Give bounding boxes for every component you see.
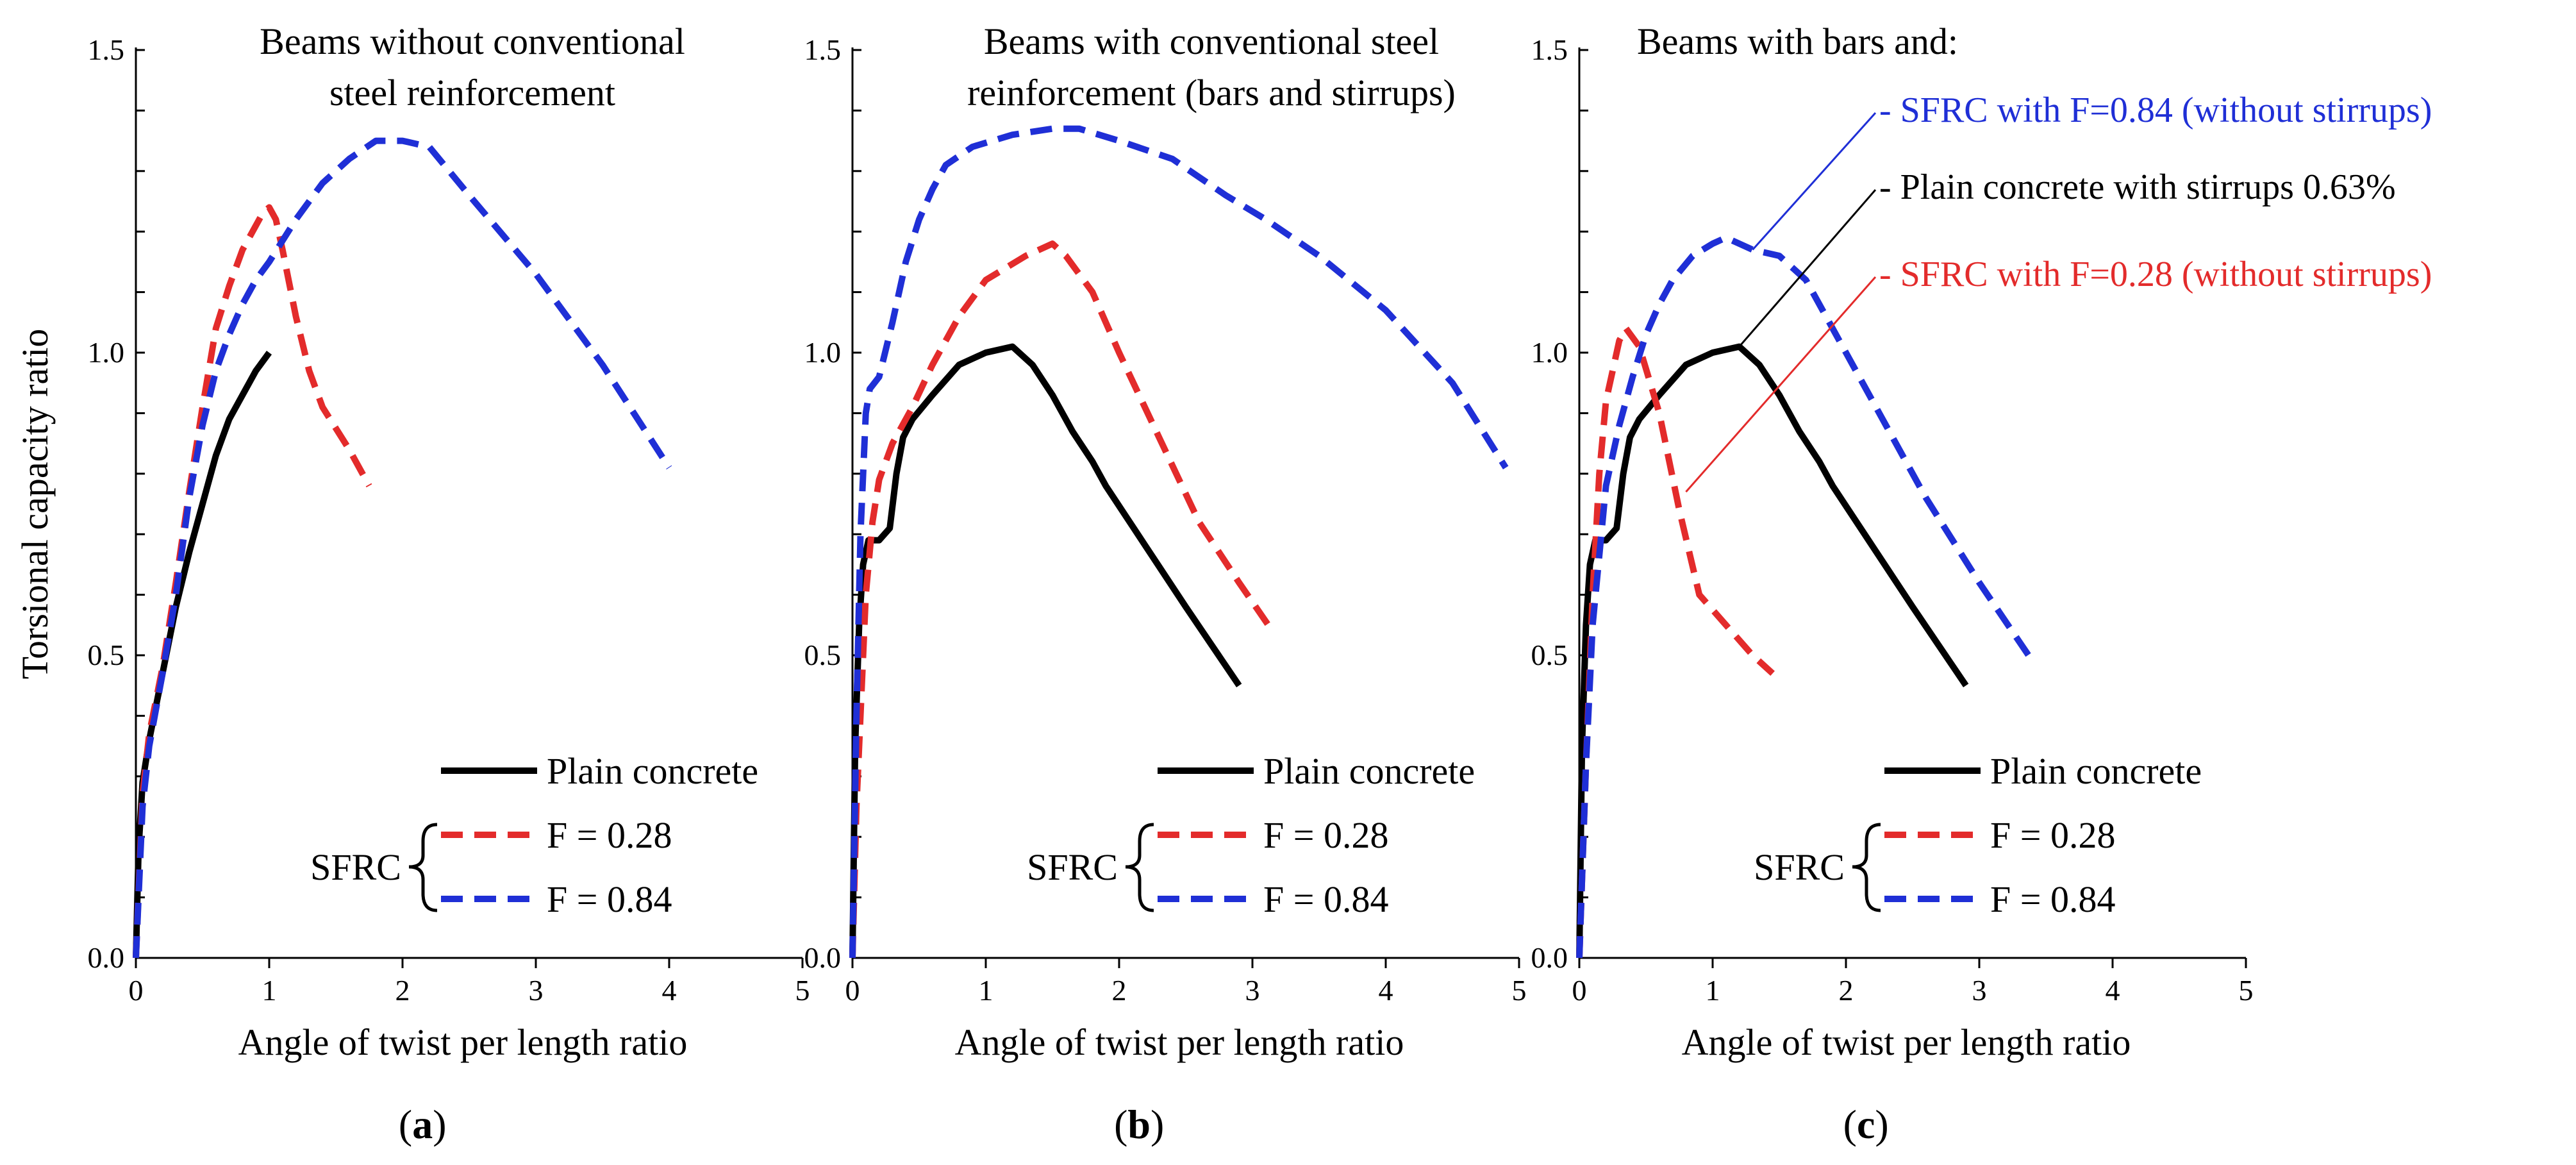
panel-title: Beams with bars and: — [1637, 21, 1958, 62]
x-tick-label: 5 — [2239, 974, 2254, 1007]
legend-label-f028: F = 0.28 — [1990, 814, 2115, 856]
x-tick-label: 2 — [395, 974, 410, 1007]
x-tick-label: 4 — [662, 974, 677, 1007]
series-line-f028 — [133, 204, 372, 959]
legend-label-f028: F = 0.28 — [1263, 814, 1388, 856]
panel-label-open: ( — [1843, 1102, 1857, 1147]
x-axis-title: Angle of twist per length ratio — [1682, 1021, 2131, 1063]
legend-label-f084: F = 0.84 — [1263, 878, 1388, 920]
x-tick-label: 1 — [979, 974, 993, 1007]
panel-label: (a) — [399, 1102, 447, 1147]
panel-b: 0.0 0.5 1.0 1.5 0 1 2 3 4 5 Angle of twist per len… — [804, 21, 1527, 1147]
y-tick-label: 1.0 — [88, 336, 125, 369]
y-tick-label: 0.5 — [88, 639, 125, 671]
panel-label-letter: c — [1857, 1102, 1875, 1147]
legend-label-f028: F = 0.28 — [547, 814, 672, 856]
panel-c: 0.0 0.5 1.0 1.5 0 1 2 3 4 5 Angle of twist per len… — [1531, 21, 2432, 1147]
x-tick-label: 3 — [1972, 974, 1987, 1007]
y-tick-label: 1.0 — [804, 336, 842, 369]
legend-group-label: SFRC — [1027, 846, 1118, 888]
legend-label-f084: F = 0.84 — [547, 878, 672, 920]
y-tick-label: 1.0 — [1531, 336, 1568, 369]
y-tick-label: 0.5 — [804, 639, 842, 671]
panel-label-open: ( — [1114, 1102, 1127, 1147]
legend-group-label: SFRC — [1754, 846, 1845, 888]
legend-brace — [1852, 823, 1881, 912]
y-axis-title: Torsional capacity ratio — [14, 329, 56, 680]
x-tick-label: 5 — [1512, 974, 1527, 1007]
legend-label-plain: Plain concrete — [547, 750, 758, 792]
x-tick-label: 5 — [795, 974, 810, 1007]
x-tick-label: 4 — [2106, 974, 2120, 1007]
x-tick-label: 1 — [262, 974, 277, 1007]
x-tick-label: 0 — [129, 974, 144, 1007]
annotation-leader-line — [1685, 276, 1877, 493]
series-line-f084 — [1576, 234, 2036, 959]
x-tick-label: 3 — [1245, 974, 1260, 1007]
series-line-f084 — [849, 125, 1509, 959]
legend-label-plain: Plain concrete — [1990, 750, 2202, 792]
x-tick-label: 3 — [529, 974, 544, 1007]
series-line-f028 — [1576, 325, 1775, 959]
y-tick-label: 0.5 — [1531, 639, 1568, 671]
y-tick-label: 1.5 — [88, 33, 125, 66]
panel-label-close: ) — [433, 1102, 446, 1147]
panel-title: reinforcement (bars and stirrups) — [967, 72, 1456, 113]
panel-label-close: ) — [1151, 1102, 1164, 1147]
panel-a: 0.0 0.5 1.0 1.5 0 1 2 3 4 5 Angle of twist per len… — [88, 21, 810, 1147]
panel-label-open: ( — [399, 1102, 412, 1147]
series-line-plain — [133, 351, 272, 959]
series-line-plain — [849, 343, 1242, 959]
x-tick-label: 2 — [1839, 974, 1854, 1007]
panel-title: steel reinforcement — [329, 72, 615, 113]
annotation-text: - SFRC with F=0.28 (without stirrups) — [1879, 255, 2432, 294]
x-axis-title: Angle of twist per length ratio — [238, 1021, 688, 1063]
series-line-f028 — [849, 240, 1276, 959]
annotation-leader-line — [1738, 189, 1877, 348]
y-tick-label: 1.5 — [1531, 33, 1568, 66]
panel-title: Beams without conventional — [260, 21, 685, 62]
legend-brace — [408, 823, 438, 912]
x-tick-label: 2 — [1112, 974, 1127, 1007]
annotation-text: - Plain concrete with stirrups 0.63% — [1879, 167, 2396, 207]
legend-group-label: SFRC — [310, 846, 401, 888]
y-tick-label: 0.0 — [1531, 941, 1568, 974]
panel-label: (b) — [1114, 1102, 1164, 1147]
x-tick-label: 0 — [845, 974, 860, 1007]
legend-label-plain: Plain concrete — [1263, 750, 1475, 792]
y-tick-label: 0.0 — [88, 941, 125, 974]
x-axis-title: Angle of twist per length ratio — [955, 1021, 1404, 1063]
panel-label: (c) — [1843, 1102, 1889, 1147]
legend-label-f084: F = 0.84 — [1990, 878, 2115, 920]
legend-brace — [1125, 823, 1154, 912]
panel-title: Beams with conventional steel — [984, 21, 1439, 62]
panel-label-letter: a — [412, 1102, 433, 1147]
y-tick-label: 0.0 — [804, 941, 842, 974]
y-tick-label: 1.5 — [804, 33, 842, 66]
x-tick-label: 1 — [1706, 974, 1720, 1007]
x-tick-label: 0 — [1572, 974, 1587, 1007]
annotation-leader-line — [1752, 112, 1877, 251]
panel-label-close: ) — [1875, 1102, 1888, 1147]
series-line-f084 — [133, 137, 672, 959]
annotation-text: - SFRC with F=0.84 (without stirrups) — [1879, 90, 2432, 130]
panel-label-letter: b — [1127, 1102, 1151, 1147]
x-tick-label: 4 — [1379, 974, 1393, 1007]
